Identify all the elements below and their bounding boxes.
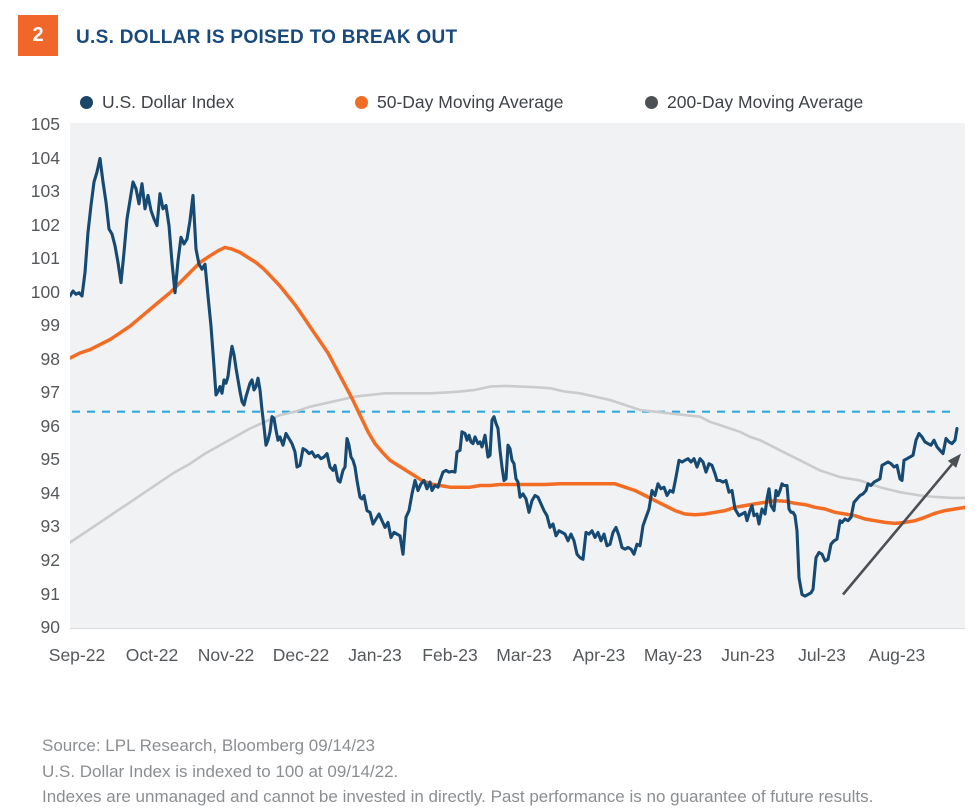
- y-tick-label: 97: [40, 382, 60, 403]
- y-tick-label: 96: [40, 415, 60, 436]
- legend-dot-gray-icon: [645, 95, 658, 109]
- chart-legend: U.S. Dollar Index 50-Day Moving Average …: [0, 90, 979, 114]
- legend-label: 200-Day Moving Average: [667, 91, 864, 112]
- disclaimer-line: Indexes are unmanaged and cannot be inve…: [42, 787, 874, 806]
- y-tick-label: 102: [30, 214, 60, 235]
- y-tick-label: 95: [40, 449, 60, 470]
- x-tick-label: Jul-23: [798, 645, 846, 665]
- y-tick-label: 100: [30, 281, 60, 302]
- y-tick-label: 94: [40, 482, 60, 503]
- legend-item-dollar-index: U.S. Dollar Index: [80, 90, 234, 114]
- x-tick-label: Jan-23: [348, 645, 402, 665]
- legend-label: U.S. Dollar Index: [102, 91, 235, 112]
- legend-label: 50-Day Moving Average: [377, 91, 564, 112]
- plot-area: [70, 123, 965, 629]
- source-footnote: Source: LPL Research, Bloomberg 09/14/23…: [42, 733, 962, 808]
- legend-dot-orange-icon: [355, 95, 368, 109]
- legend-dot-navy-icon: [80, 95, 93, 109]
- x-tick-label: Apr-23: [572, 645, 626, 665]
- x-tick-label: Sep-22: [48, 645, 106, 665]
- x-tick-label: May-23: [643, 645, 703, 665]
- legend-item-200day-ma: 200-Day Moving Average: [645, 90, 863, 114]
- y-tick-label: 93: [40, 516, 60, 537]
- index-note-line: U.S. Dollar Index is indexed to 100 at 0…: [42, 761, 399, 781]
- y-tick-label: 98: [40, 348, 60, 369]
- x-tick-label: Aug-23: [868, 645, 926, 665]
- y-tick-label: 90: [40, 617, 60, 637]
- x-tick-label: Dec-22: [272, 645, 330, 665]
- chart-canvas: [70, 156, 965, 598]
- y-tick-label: 92: [40, 549, 60, 570]
- x-tick-label: Mar-23: [496, 645, 552, 665]
- chart-title: U.S. DOLLAR IS POISED TO BREAK OUT: [76, 27, 458, 48]
- y-tick-label: 91: [40, 583, 60, 604]
- y-tick-label: 105: [30, 114, 60, 134]
- y-tick-label: 99: [40, 315, 60, 336]
- y-tick-label: 104: [30, 147, 60, 168]
- x-tick-label: Nov-22: [197, 645, 255, 665]
- x-tick-label: Jun-23: [721, 645, 775, 665]
- x-tick-label: Oct-22: [125, 645, 179, 665]
- x-tick-label: Feb-23: [422, 645, 478, 665]
- figure-number-badge: 2: [18, 15, 58, 56]
- legend-item-50day-ma: 50-Day Moving Average: [355, 90, 563, 114]
- y-tick-label: 103: [30, 181, 60, 202]
- source-line: Source: LPL Research, Bloomberg 09/14/23: [42, 736, 375, 755]
- y-tick-label: 101: [30, 248, 60, 269]
